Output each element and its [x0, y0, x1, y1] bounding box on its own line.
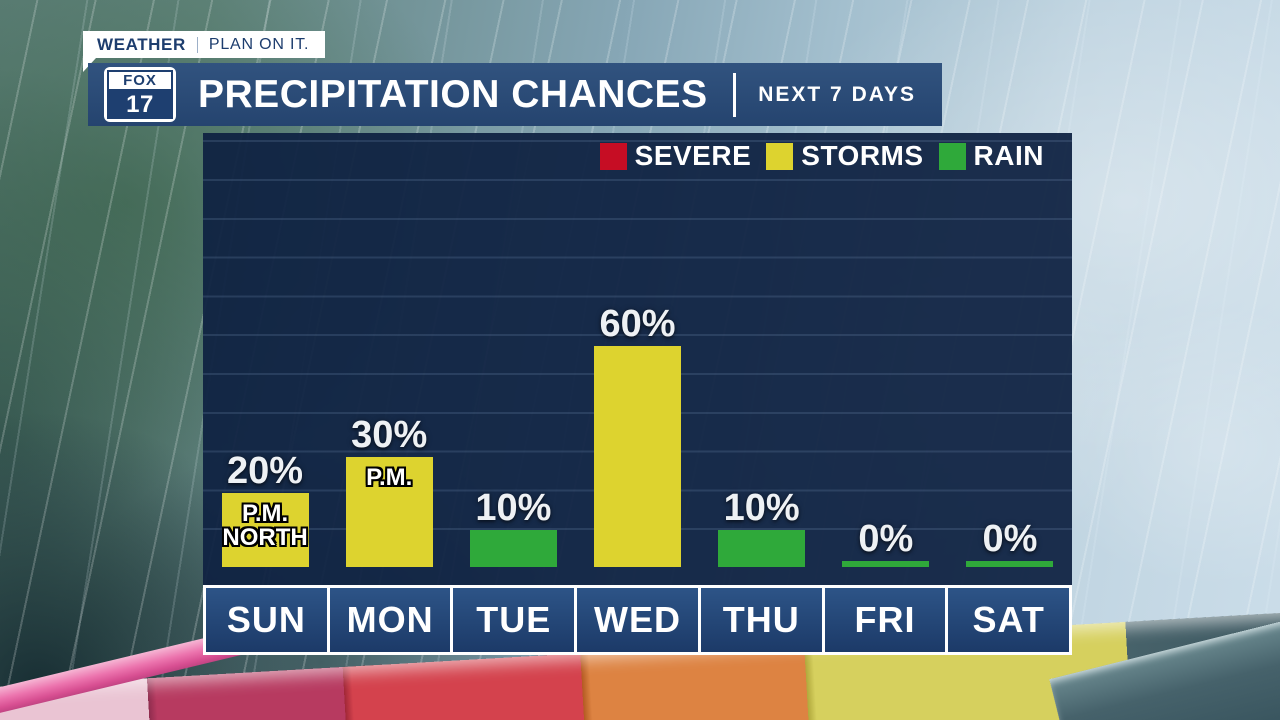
value-label-fri: 0% [858, 518, 914, 561]
storms-color-swatch [766, 142, 794, 170]
bar-annotation-mon: P.M. [366, 464, 413, 491]
rain-color-swatch [938, 142, 966, 170]
value-label-tue: 10% [475, 487, 552, 530]
weather-tag-brand: WEATHER [97, 34, 186, 54]
bar-fri [842, 561, 930, 567]
severe-color-swatch [599, 142, 627, 170]
bar-column-tue: 10% [451, 133, 575, 567]
legend-label: RAIN [973, 140, 1044, 171]
bar-column-mon: 30% P.M. [327, 133, 451, 567]
value-label-wed: 60% [599, 303, 676, 346]
bar-mon: P.M. [345, 457, 433, 567]
weather-tag-tagline: PLAN ON IT. [208, 35, 310, 53]
weather-tag-divider [196, 36, 198, 53]
title-divider [733, 72, 737, 117]
day-cell-fri: FRI [824, 588, 946, 652]
bar-column-wed: 60% [575, 133, 699, 567]
legend-label: STORMS [801, 140, 924, 171]
bar-column-sun: 20% P.M. NORTH [203, 133, 327, 567]
bar-column-sat: 0% [948, 133, 1072, 567]
page-title: PRECIPITATION CHANCES [198, 72, 708, 116]
value-label-sun: 20% [227, 450, 304, 493]
bar-sun: P.M. NORTH [221, 493, 309, 567]
legend-item-storms: STORMS [766, 140, 923, 172]
weather-tag: WEATHER PLAN ON IT. [83, 31, 326, 58]
subtitle-next-7-days: NEXT 7 DAYS [758, 82, 916, 106]
bar-column-thu: 10% [700, 133, 824, 567]
plot-area: 20% P.M. NORTH 30% P.M. 10% 60% 10% 0% 0% [203, 133, 1072, 567]
bar-wed [593, 346, 681, 567]
legend-label: SEVERE [634, 140, 752, 171]
value-label-thu: 10% [723, 487, 800, 530]
bar-thu [718, 530, 806, 567]
day-cell-wed: WED [577, 588, 698, 652]
day-cell-thu: THU [700, 588, 822, 652]
legend-item-rain: RAIN [938, 140, 1044, 172]
value-label-sat: 0% [982, 518, 1038, 561]
bar-annotation-sun: P.M. NORTH [222, 500, 308, 552]
fox17-logo-fox: FOX [107, 70, 173, 91]
fox17-logo-17: 17 [107, 91, 173, 119]
day-cell-mon: MON [329, 588, 451, 652]
chart-panel: 20% P.M. NORTH 30% P.M. 10% 60% 10% 0% 0% SEVERE… [203, 133, 1072, 585]
day-cell-tue: TUE [453, 588, 575, 652]
day-cell-sun: SUN [206, 588, 327, 652]
bar-sat [966, 561, 1054, 567]
day-cell-sat: SAT [948, 588, 1070, 652]
value-label-mon: 30% [351, 414, 428, 457]
bar-tue [469, 530, 557, 567]
legend-item-severe: SEVERE [599, 140, 752, 172]
chart-legend: SEVERE STORMS RAIN [599, 140, 1044, 172]
title-banner: FOX 17 PRECIPITATION CHANCES NEXT 7 DAYS [88, 63, 942, 126]
fox17-logo: FOX 17 [104, 67, 176, 122]
day-axis-row: SUN MON TUE WED THU FRI SAT [203, 585, 1072, 655]
bar-column-fri: 0% [824, 133, 948, 567]
